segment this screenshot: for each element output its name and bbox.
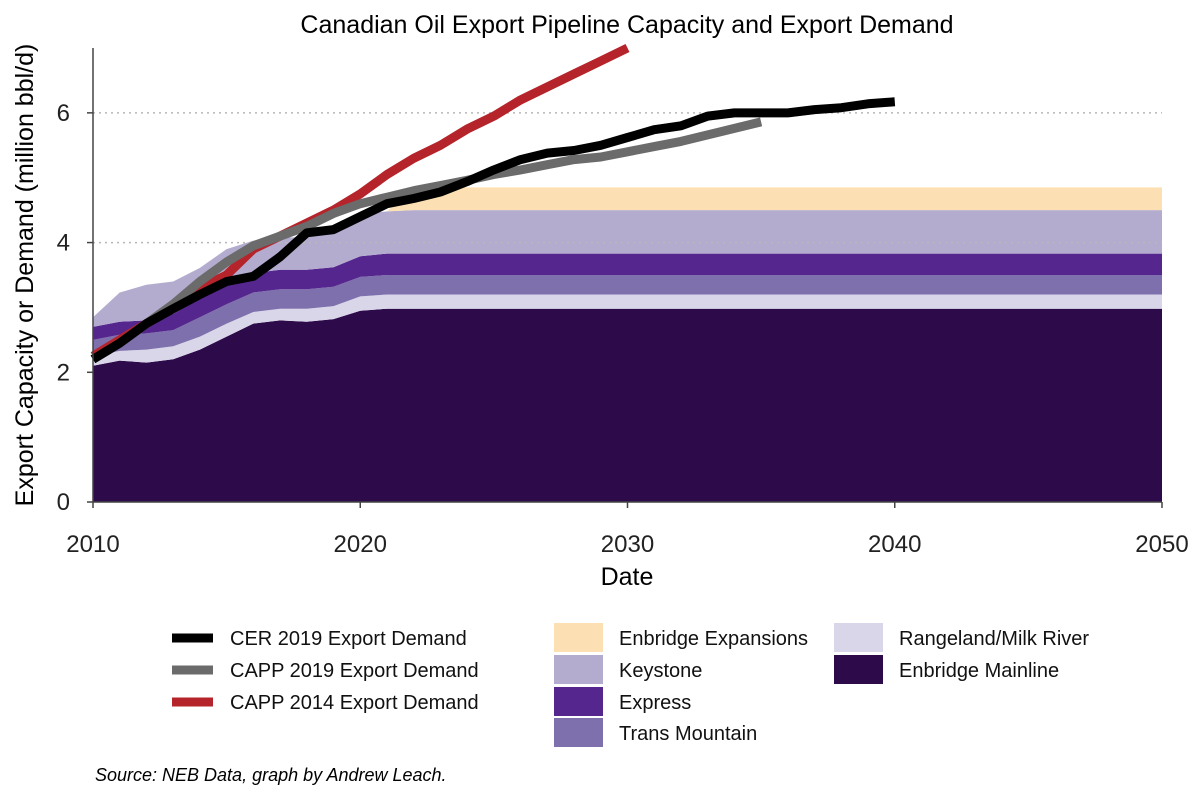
legend-key-trans-mountain bbox=[554, 718, 603, 747]
legend-label-enbridge-expansions: Enbridge Expansions bbox=[619, 628, 808, 650]
y-tick-label: 4 bbox=[57, 230, 70, 257]
area-trans-mountain bbox=[93, 275, 1162, 357]
line-cer-2019-export-demand bbox=[90, 97, 896, 364]
legend-key-express bbox=[554, 687, 603, 716]
legend-label-cer-2019-export-demand: CER 2019 Export Demand bbox=[230, 628, 467, 650]
x-tick-label: 2040 bbox=[868, 531, 921, 558]
x-tick-label: 2050 bbox=[1135, 531, 1188, 558]
legend-label-rangeland-milk-river: Rangeland/Milk River bbox=[899, 628, 1089, 650]
legend-key-rangeland-milk-river bbox=[834, 623, 883, 652]
capacity-areas bbox=[93, 187, 1162, 502]
x-tick-label: 2030 bbox=[601, 531, 654, 558]
legend-key-enbridge-mainline bbox=[834, 655, 883, 684]
legend-key-keystone bbox=[554, 655, 603, 684]
legend-label-express: Express bbox=[619, 692, 691, 714]
area-express bbox=[93, 253, 1162, 340]
area-enbridge-mainline bbox=[93, 308, 1162, 502]
legend-label-keystone: Keystone bbox=[619, 660, 702, 682]
legend: CER 2019 Export Demand CAPP 2019 Export D… bbox=[172, 623, 1089, 747]
legend-label-enbridge-mainline: Enbridge Mainline bbox=[899, 660, 1059, 682]
gridlines bbox=[93, 112, 1162, 244]
y-axis-title: Export Capacity or Demand (million bbl/d… bbox=[11, 44, 39, 507]
x-tick-label: 2020 bbox=[334, 531, 387, 558]
legend-label-capp-2019-export-demand: CAPP 2019 Export Demand bbox=[230, 660, 479, 682]
y-tick-label: 6 bbox=[57, 100, 70, 127]
area-rangeland-milk-river bbox=[93, 294, 1162, 366]
area-enbridge-expansions bbox=[93, 187, 1162, 318]
x-axis-title: Date bbox=[601, 563, 654, 591]
y-tick-label: 2 bbox=[57, 359, 70, 386]
demand-lines bbox=[90, 43, 896, 364]
source-note: Source: NEB Data, graph by Andrew Leach. bbox=[95, 765, 447, 785]
y-tick-label: 0 bbox=[57, 489, 70, 516]
area-keystone bbox=[93, 210, 1162, 327]
legend-label-trans-mountain: Trans Mountain bbox=[619, 723, 757, 745]
legend-key-enbridge-expansions bbox=[554, 623, 603, 652]
legend-label-capp-2014-export-demand: CAPP 2014 Export Demand bbox=[230, 692, 479, 714]
chart-title: Canadian Oil Export Pipeline Capacity an… bbox=[300, 11, 953, 39]
line-capp-2019-export-demand bbox=[90, 117, 763, 364]
ticks: 2010 2020 2030 2040 2050 0 2 4 6 bbox=[57, 100, 1189, 558]
x-tick-label: 2010 bbox=[66, 531, 119, 558]
